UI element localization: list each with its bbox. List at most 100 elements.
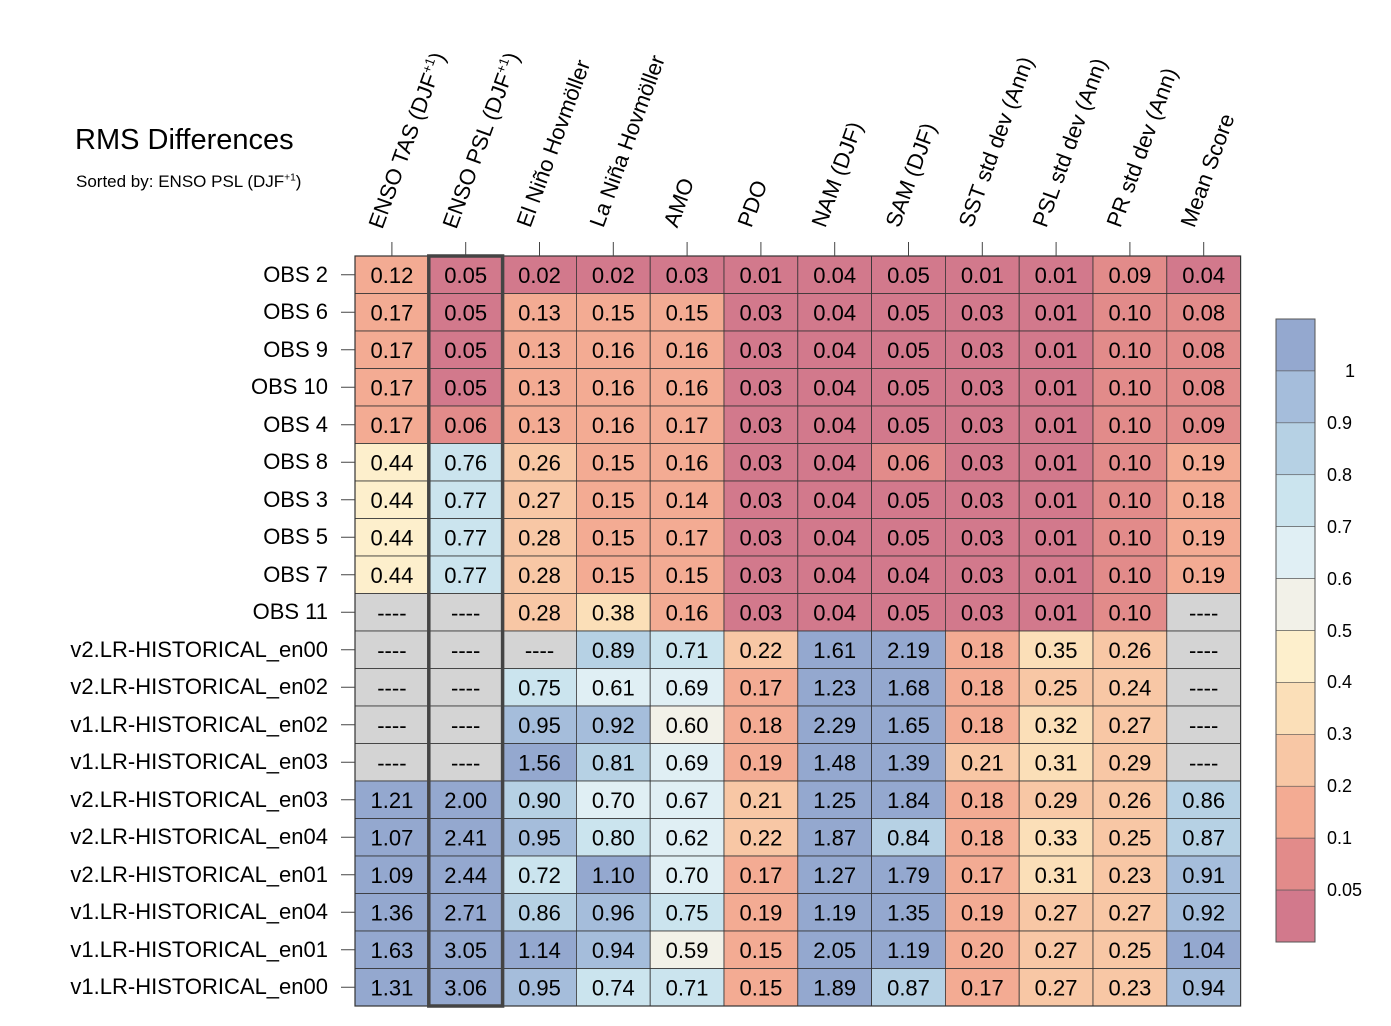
cell-value-label: 0.01 bbox=[1035, 450, 1078, 475]
cell-value-label: 0.35 bbox=[1035, 638, 1078, 663]
heatmap-cell bbox=[502, 555, 577, 594]
heatmap-cell bbox=[1092, 368, 1168, 407]
colorbar-segment bbox=[1275, 526, 1316, 579]
cell-value-label: 0.44 bbox=[370, 563, 413, 588]
cell-value-label: 1.89 bbox=[813, 975, 856, 1000]
cell-value-label: 0.17 bbox=[370, 413, 413, 438]
cell-value-label: 0.91 bbox=[1182, 863, 1225, 888]
cell-value-label: 0.03 bbox=[961, 338, 1004, 363]
cell-value-label: 0.95 bbox=[518, 713, 561, 738]
cell-value-label: 0.01 bbox=[1035, 413, 1078, 438]
cell-value-label: 0.33 bbox=[1035, 825, 1078, 850]
heatmap-cell bbox=[576, 555, 651, 594]
cell-value-label: 0.03 bbox=[961, 563, 1004, 588]
cell-value-label: 0.09 bbox=[1182, 413, 1225, 438]
cell-value-label: 0.26 bbox=[1108, 788, 1151, 813]
cell-value-label: 1.48 bbox=[813, 750, 856, 775]
heatmap-cell bbox=[354, 293, 430, 332]
cell-value-label: 0.18 bbox=[739, 713, 782, 738]
heatmap-cell bbox=[797, 330, 872, 369]
cell-value-label: 1.61 bbox=[813, 638, 856, 663]
cell-value-label: 0.77 bbox=[444, 488, 487, 513]
cell-value-label: 0.96 bbox=[592, 900, 635, 925]
cell-value-label: 0.13 bbox=[518, 300, 561, 325]
cell-value-label: 0.87 bbox=[887, 975, 930, 1000]
colorbar-tick-label: 0.3 bbox=[1327, 724, 1353, 745]
cell-value-label: 0.06 bbox=[444, 413, 487, 438]
cell-value-label: 0.77 bbox=[444, 563, 487, 588]
cell-value-label: 0.05 bbox=[887, 488, 930, 513]
cell-value-label: 0.10 bbox=[1108, 300, 1151, 325]
subtitle-superscript: +1 bbox=[284, 172, 296, 184]
cell-value-label: 0.01 bbox=[1035, 338, 1078, 363]
cell-value-label: 0.04 bbox=[813, 300, 856, 325]
heatmap-cell bbox=[576, 330, 651, 369]
heatmap-cell bbox=[797, 593, 872, 632]
heatmap-frame bbox=[354, 255, 1242, 1007]
heatmap-cell bbox=[649, 293, 725, 332]
cell-value-label: 0.03 bbox=[739, 413, 782, 438]
cell-value-label: 0.15 bbox=[592, 300, 635, 325]
heatmap-cell bbox=[1018, 518, 1094, 557]
cell-value-label: 0.05 bbox=[887, 600, 930, 625]
heatmap-cell bbox=[649, 668, 725, 707]
row-label: OBS 10 bbox=[250, 374, 328, 400]
heatmap-cell bbox=[1166, 480, 1242, 519]
cell-value-label: 3.06 bbox=[444, 975, 487, 1000]
cell-value-label: 0.08 bbox=[1182, 300, 1225, 325]
heatmap-cell bbox=[354, 555, 430, 594]
heatmap-cell bbox=[576, 368, 651, 407]
cell-value-label: ---- bbox=[1189, 675, 1218, 700]
colorbar-segment bbox=[1275, 682, 1316, 735]
heatmap-cell bbox=[502, 855, 577, 894]
heatmap-cell bbox=[1092, 555, 1168, 594]
heatmap-cell bbox=[1166, 255, 1242, 294]
cell-value-label: 0.15 bbox=[666, 300, 709, 325]
colorbar-segment bbox=[1275, 370, 1316, 424]
heatmap-cell bbox=[945, 443, 1020, 482]
cell-value-label: 0.01 bbox=[1035, 525, 1078, 550]
colorbar-tick-label: 0.05 bbox=[1327, 880, 1363, 901]
cell-value-label: 0.17 bbox=[666, 525, 709, 550]
cell-value-label: 0.19 bbox=[1182, 563, 1225, 588]
cell-value-label: 0.04 bbox=[1182, 263, 1225, 288]
heatmap-cell bbox=[1092, 668, 1168, 707]
heatmap-cell bbox=[1018, 255, 1094, 294]
heatmap-cell bbox=[871, 480, 946, 519]
heatmap-cell bbox=[576, 968, 651, 1007]
cell-value-label: 0.70 bbox=[592, 788, 635, 813]
cell-value-label: 1.56 bbox=[518, 750, 561, 775]
heatmap-cell bbox=[871, 593, 946, 632]
heatmap-cell bbox=[723, 818, 799, 857]
heatmap-cell bbox=[723, 405, 799, 444]
cell-value-label: 0.16 bbox=[666, 338, 709, 363]
cell-value-label: 0.28 bbox=[518, 563, 561, 588]
cell-value-label: 1.87 bbox=[813, 825, 856, 850]
heatmap-cell bbox=[871, 555, 946, 594]
heatmap-cell bbox=[945, 668, 1020, 707]
cell-value-label: 0.02 bbox=[518, 263, 561, 288]
cell-value-label: 0.13 bbox=[518, 375, 561, 400]
cell-value-label: 0.67 bbox=[666, 788, 709, 813]
cell-value-label: 0.05 bbox=[444, 338, 487, 363]
cell-value-label: 0.03 bbox=[739, 375, 782, 400]
cell-value-label: 0.86 bbox=[518, 900, 561, 925]
heatmap-cell bbox=[576, 518, 651, 557]
cell-value-label: 0.18 bbox=[961, 713, 1004, 738]
cell-value-label: 0.15 bbox=[739, 975, 782, 1000]
cell-value-label: ---- bbox=[377, 600, 406, 625]
heatmap-cell bbox=[1018, 593, 1094, 632]
heatmap-cell bbox=[1166, 893, 1242, 932]
cell-value-label: 0.89 bbox=[592, 638, 635, 663]
heatmap-cell bbox=[871, 968, 946, 1007]
heatmap-cell bbox=[354, 255, 430, 294]
cell-value-label: ---- bbox=[1189, 638, 1218, 663]
heatmap-cell bbox=[945, 293, 1020, 332]
cell-value-label: 0.31 bbox=[1035, 750, 1078, 775]
heatmap-cell bbox=[1018, 743, 1094, 782]
cell-value-label: 0.03 bbox=[961, 413, 1004, 438]
cell-value-label: ---- bbox=[377, 713, 406, 738]
cell-value-label: 0.21 bbox=[961, 750, 1004, 775]
cell-value-label: 0.10 bbox=[1108, 600, 1151, 625]
cell-value-label: 0.06 bbox=[887, 450, 930, 475]
